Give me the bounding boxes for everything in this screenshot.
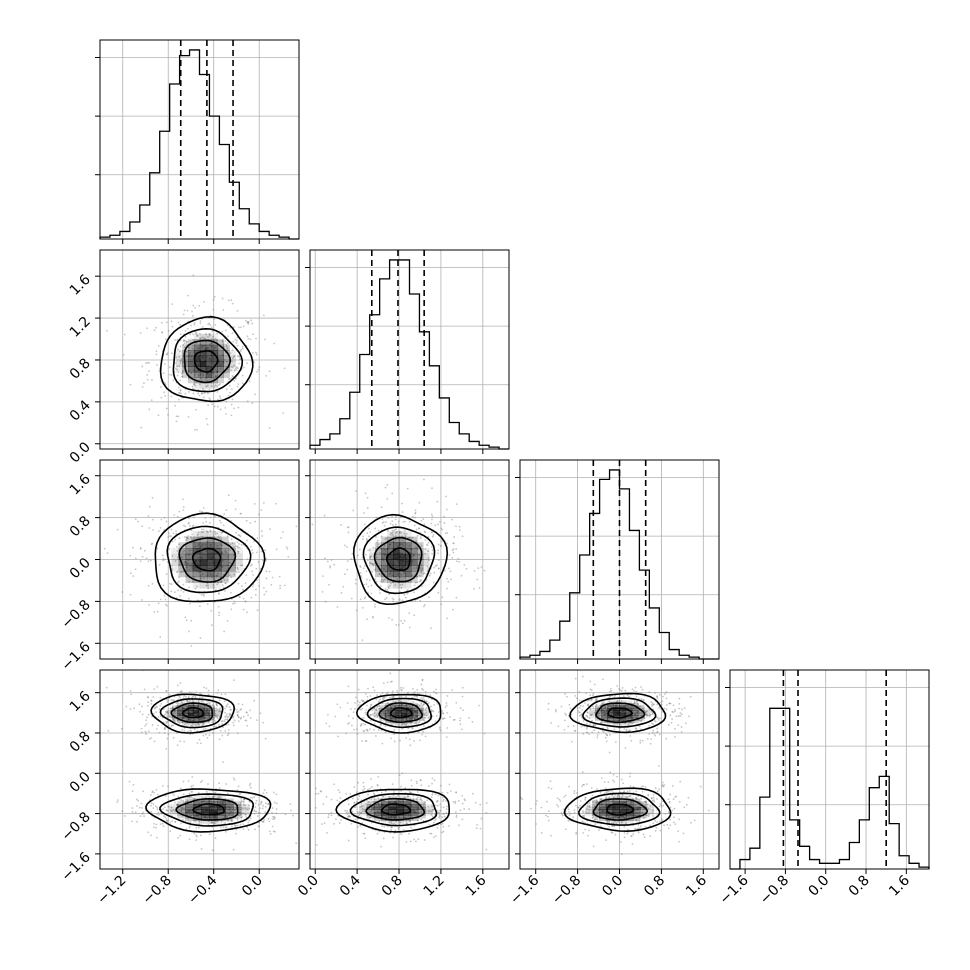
contour-level-0 [145,788,272,833]
density-panel-0-2: −1.6 −0.8 0.0 0.8 1.6 [58,459,300,674]
y-tick-label: 1.6 [67,471,94,498]
contour-level-3 [181,707,205,719]
x-tick-label: 0.0 [239,873,266,900]
contour-level-3 [192,803,226,816]
x-tick-label: −1.6 [507,872,542,907]
contour-level-1 [362,526,436,595]
contour-level-3 [389,707,413,719]
contour-level-1 [578,792,661,826]
x-tick-label: 0.8 [641,873,668,900]
contour-level-2 [183,339,232,384]
x-tick-label: 1.6 [463,872,490,899]
x-tick-label: −0.4 [185,872,220,907]
contour-level-1 [366,697,433,729]
contour-level-3 [380,803,412,816]
x-tick-label: −0.8 [140,873,175,908]
contour-level-1 [349,793,438,827]
contour-level-0 [352,513,449,606]
x-tick-label: 1.6 [683,872,710,899]
sample-points [314,672,488,851]
contour-level-1 [166,525,252,594]
contour-level-2 [365,797,426,821]
histogram-panel-0 [95,39,300,244]
density-panel-1-3: 0.0 0.4 0.8 1.2 1.6 [295,669,510,900]
contour-level-0 [150,693,236,734]
density-panel-0-3: −1.6−0.80.00.81.6−1.2 −0.8 −0.4 0.0 [58,669,300,908]
contour-level-0 [569,692,667,734]
density-shading [171,530,243,589]
x-tick-label: −0.8 [757,873,792,908]
histogram-panel-1 [305,249,510,454]
histogram-step-0 [99,49,299,240]
contour-level-0 [159,315,254,403]
x-tick-label: 0.0 [295,873,322,900]
y-tick-label: 1.6 [67,272,94,299]
y-tick-label: −1.6 [58,849,93,884]
histogram-step-3 [730,707,930,870]
contour-level-2 [378,702,424,724]
contour-level-3 [606,803,635,816]
x-tick-label: −0.8 [549,873,584,908]
y-tick-label: 0.0 [67,769,94,796]
contour-level-1 [159,698,224,729]
x-tick-label: 1.6 [886,872,913,899]
x-tick-label: 0.8 [846,873,873,900]
x-tick-label: −1.2 [94,873,129,908]
contour-level-2 [373,536,423,583]
contour-level-3 [193,350,219,373]
y-tick-label: 0.0 [67,555,94,582]
contour-level-2 [178,537,237,583]
x-tick-label: 0.0 [599,873,626,900]
histogram-panel-2 [515,459,720,664]
contour-level-2 [595,702,646,724]
panel-frame [309,249,510,450]
contour-level-2 [170,702,214,723]
y-tick-label: 0.8 [67,728,94,755]
panel-frame [309,669,510,870]
x-tick-label: −1.6 [717,872,752,907]
histogram-step-1 [309,259,509,450]
y-tick-label: −0.8 [58,597,93,632]
panel-frame [99,669,300,870]
y-tick-label: −1.6 [58,639,93,674]
contour-level-2 [592,798,649,821]
x-tick-label: 1.2 [421,873,448,900]
contour-level-0 [335,788,450,833]
y-tick-label: 0.4 [67,397,94,424]
density-panel-2-3: −1.6 −0.8 0.0 0.8 1.6 [507,669,720,908]
y-tick-label: 1.6 [67,688,94,715]
histogram-panel-3: −1.6 −0.8 0.0 0.8 1.6 [717,669,930,908]
density-panel-0-1: 0.0 0.4 0.8 1.2 1.6 [67,249,300,466]
contour-level-0 [563,787,672,833]
contour-level-0 [154,512,266,603]
contour-level-2 [175,797,239,821]
y-tick-label: 0.0 [67,439,94,466]
contour-level-3 [385,547,411,572]
contour-level-1 [159,793,255,827]
x-tick-label: 0.4 [337,872,364,899]
y-tick-label: −0.8 [58,809,93,844]
y-tick-label: 0.8 [67,513,94,540]
y-tick-label: 1.2 [67,314,94,341]
panel-frame [99,249,300,450]
panel-frame [729,669,930,870]
contour-level-1 [172,327,244,393]
x-tick-label: 0.0 [805,873,832,900]
contour-level-0 [355,693,442,734]
contour-level-3 [191,547,222,572]
contour-level-1 [582,697,657,728]
density-panel-1-2 [305,459,510,664]
y-tick-label: 0.8 [67,355,94,382]
x-tick-label: 0.8 [379,873,406,900]
contour-level-3 [607,707,633,719]
panel-frame [99,39,300,240]
histogram-step-2 [519,469,719,660]
